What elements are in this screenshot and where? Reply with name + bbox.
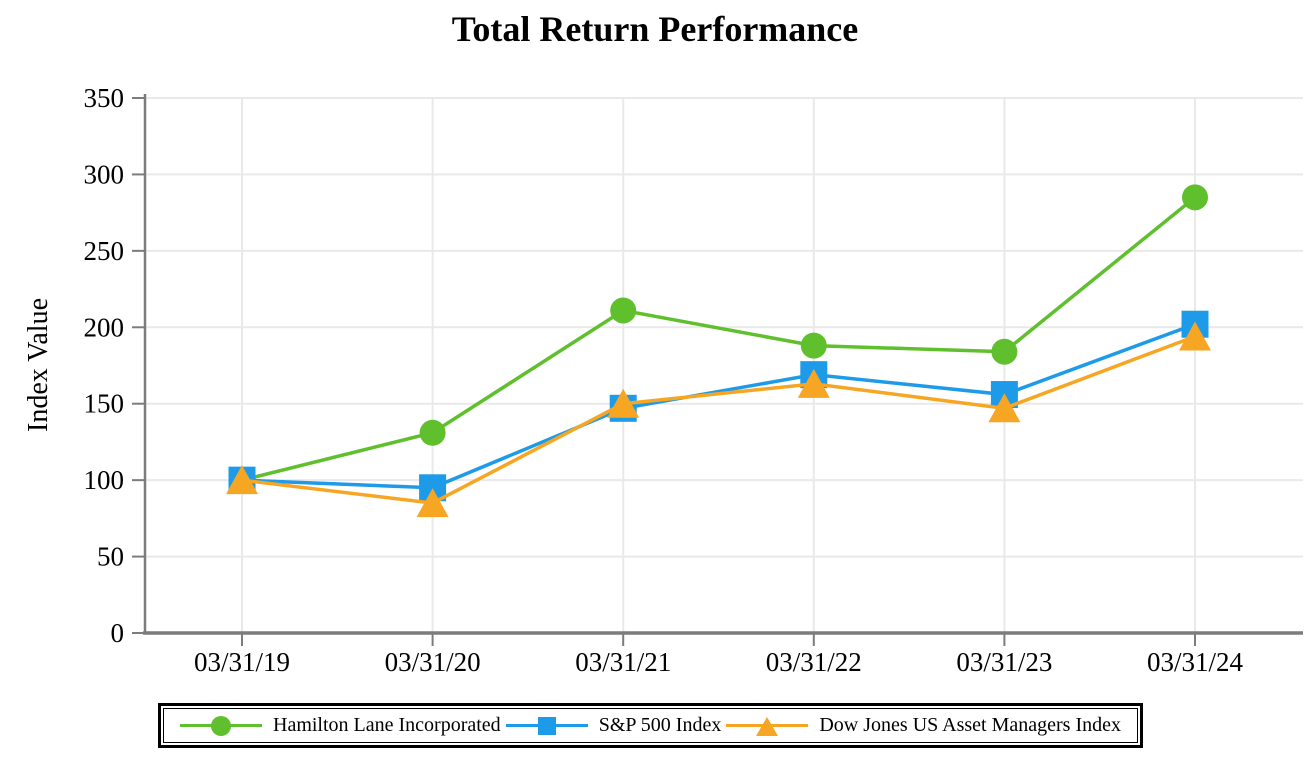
data-point-triangle [226,465,258,495]
triangle-marker-icon [756,716,779,736]
legend-swatch [505,713,588,739]
legend-item-dow-jones-asset-managers: Dow Jones US Asset Managers Index [726,713,1121,739]
legend-swatch [726,713,809,739]
y-tick-label: 250 [84,236,125,266]
series-line [241,322,1196,490]
legend-label-hamilton-lane: Hamilton Lane Incorporated [273,714,501,736]
data-point-triangle [1179,321,1211,351]
series-line [241,195,1197,482]
data-point-circle [800,332,827,359]
y-tick-label: 300 [84,159,125,189]
y-tick-label: 350 [84,83,125,113]
legend-inner: Hamilton Lane Incorporated S&P 500 Index… [163,708,1138,743]
legend-item-hamilton-lane: Hamilton Lane Incorporated [180,713,501,739]
y-tick-label: 0 [111,618,125,648]
series-line [241,334,1196,505]
data-point-circle [419,419,446,446]
data-point-triangle [607,388,640,418]
x-tick-label: 03/31/19 [194,647,290,677]
circle-marker-icon [211,715,231,736]
y-tick-label: 200 [84,312,125,342]
data-point-triangle [797,368,830,398]
data-point-circle [610,297,637,324]
data-point-circle [991,338,1018,365]
x-tick-label: 03/31/23 [956,647,1052,677]
y-tick-label: 50 [97,542,124,572]
legend-label-sp500: S&P 500 Index [598,714,722,736]
legend-item-sp500: S&P 500 Index [505,713,722,739]
legend-label-dow-jones-asset-managers: Dow Jones US Asset Managers Index [819,714,1121,736]
chart-title: Total Return Performance [451,9,859,49]
x-tick-label: 03/31/24 [1147,647,1244,677]
x-tick-label: 03/31/22 [766,647,862,677]
x-tick-label: 03/31/21 [575,647,671,677]
square-marker-icon [537,716,556,735]
y-tick-label: 150 [84,389,125,419]
x-tick-label: 03/31/20 [385,647,481,677]
data-point-triangle [988,393,1021,423]
chart-legend: Hamilton Lane Incorporated S&P 500 Index… [158,703,1143,748]
data-point-triangle [416,488,449,518]
y-tick-label: 100 [84,465,125,495]
legend-swatch [180,713,262,739]
y-axis-title: Index Value [23,298,54,432]
data-point-circle [1182,184,1208,211]
